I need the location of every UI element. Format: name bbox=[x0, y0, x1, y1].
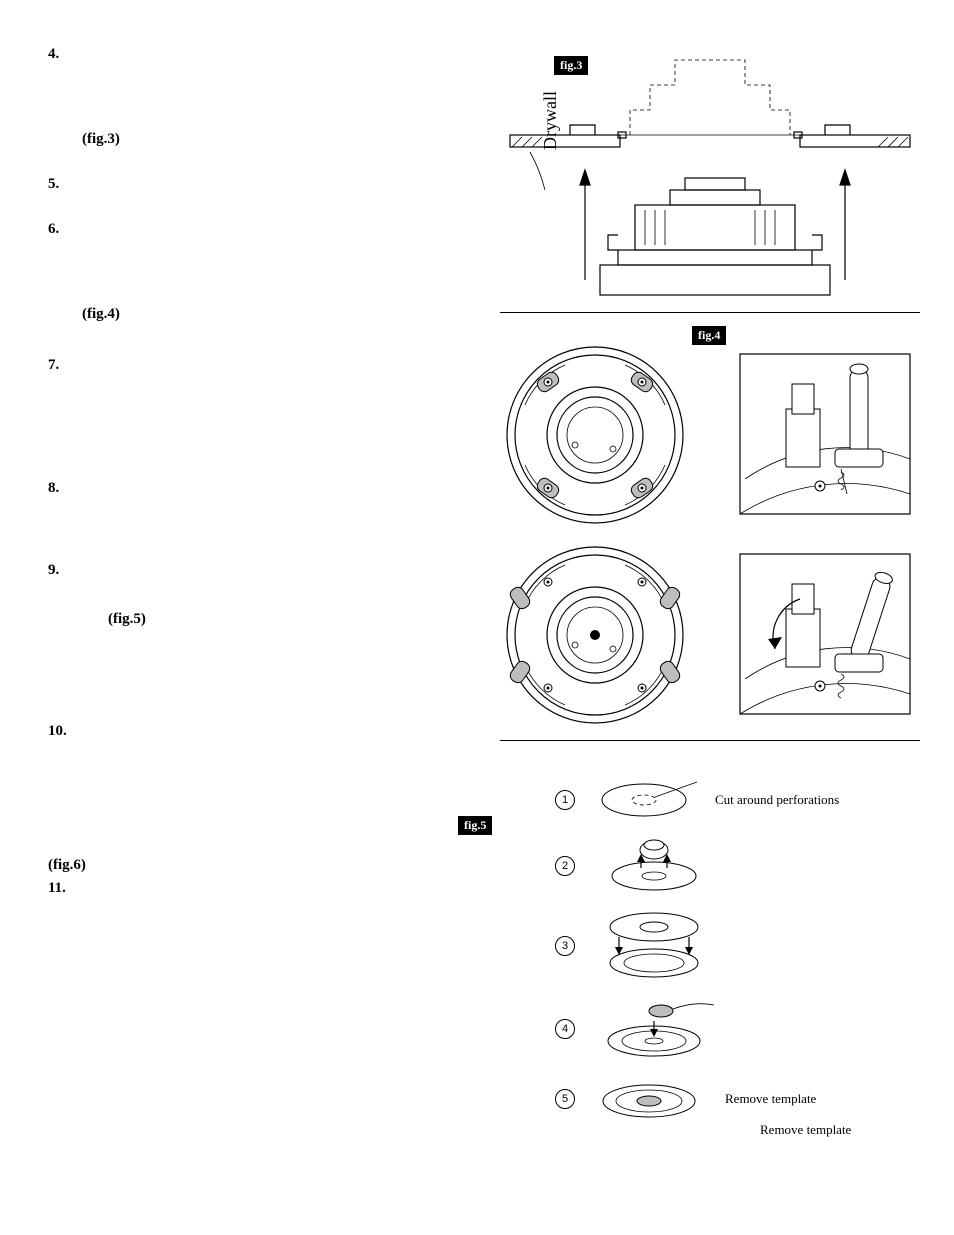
step-number: 8. bbox=[48, 478, 82, 499]
divider bbox=[500, 312, 920, 313]
step-11: 11. Installation is complete. bbox=[48, 878, 478, 899]
fig5-step-2: 2 bbox=[555, 838, 885, 893]
fig5-step-label: Cut around perforations bbox=[715, 792, 839, 808]
divider bbox=[500, 740, 920, 741]
fig5-remove-template-label: Remove template bbox=[760, 1122, 851, 1138]
step-6: 6. While supporting the speaker, rotate … bbox=[48, 219, 478, 325]
fig5-label: fig.5 bbox=[458, 816, 492, 835]
fig4-top-diagram bbox=[500, 340, 920, 530]
fig5-step-label: Remove template bbox=[725, 1091, 816, 1107]
fig3-diagram bbox=[500, 40, 920, 300]
step-body: Continue tightening each clamp until the… bbox=[82, 355, 478, 418]
fig-ref: (fig.6) bbox=[48, 857, 86, 873]
step-number: 7. bbox=[48, 355, 82, 376]
fig-ref: (fig.4) bbox=[82, 306, 120, 322]
fig-ref: (fig.5) bbox=[108, 611, 146, 627]
fig5-step-1: 1 Cut around perforations bbox=[555, 780, 885, 820]
step-number: 4. bbox=[48, 44, 82, 65]
fig4-bottom-diagram bbox=[500, 540, 920, 730]
step-badge: 4 bbox=[555, 1019, 575, 1039]
grille-assembly-icon bbox=[599, 911, 739, 981]
step-number: 10. bbox=[48, 721, 82, 742]
step-body: Prepare the grille scrim as shown. bbox=[82, 560, 478, 602]
step-body: Place the assembled grille into the spea… bbox=[82, 721, 478, 784]
instruction-column: 4. Carefully lift the speaker assembly u… bbox=[48, 44, 478, 923]
step-8: 8. Check that all clamps are secure and … bbox=[48, 478, 478, 520]
step-badge: 3 bbox=[555, 936, 575, 956]
fig5-ref-row: (fig.5) Cut the perforated center sectio… bbox=[48, 608, 478, 651]
step-5: 5. Hold the speaker in place against the… bbox=[48, 174, 478, 195]
step-body: While supporting the speaker, rotate eac… bbox=[82, 219, 478, 325]
fig-ref: (fig.3) bbox=[82, 131, 120, 147]
fig5-step-5: 5 Remove template bbox=[555, 1077, 885, 1121]
step-number: 6. bbox=[48, 219, 82, 240]
grille-final-icon bbox=[599, 1077, 719, 1121]
step-number: 5. bbox=[48, 174, 82, 195]
step-body: Carefully lift the speaker assembly up i… bbox=[82, 44, 478, 150]
fig5-step-3: 3 bbox=[555, 911, 885, 981]
step-badge: 2 bbox=[555, 856, 575, 876]
step-7: 7. Continue tightening each clamp until … bbox=[48, 355, 478, 418]
step-9: 9. Prepare the grille scrim as shown. bbox=[48, 560, 478, 602]
step-4: 4. Carefully lift the speaker assembly u… bbox=[48, 44, 478, 150]
fig6-ref-row: (fig.6) bbox=[48, 854, 478, 876]
scrim-icon bbox=[599, 780, 709, 820]
step-number: 11. bbox=[48, 878, 82, 899]
scrim-remove-icon bbox=[599, 838, 739, 893]
step-badge: 5 bbox=[555, 1089, 575, 1109]
step-10: 10. Place the assembled grille into the … bbox=[48, 721, 478, 784]
step-body: Check that all clamps are secure and tha… bbox=[82, 478, 478, 520]
fig5-step-4: 4 bbox=[555, 999, 885, 1059]
drywall-label: Drywall bbox=[540, 91, 561, 150]
badge-insert-icon bbox=[599, 999, 749, 1059]
step-badge: 1 bbox=[555, 790, 575, 810]
step-body: Installation is complete. bbox=[82, 878, 478, 899]
page: 4. Carefully lift the speaker assembly u… bbox=[0, 0, 954, 1235]
step-number: 9. bbox=[48, 560, 82, 581]
step-body: Hold the speaker in place against the ce… bbox=[82, 174, 478, 195]
